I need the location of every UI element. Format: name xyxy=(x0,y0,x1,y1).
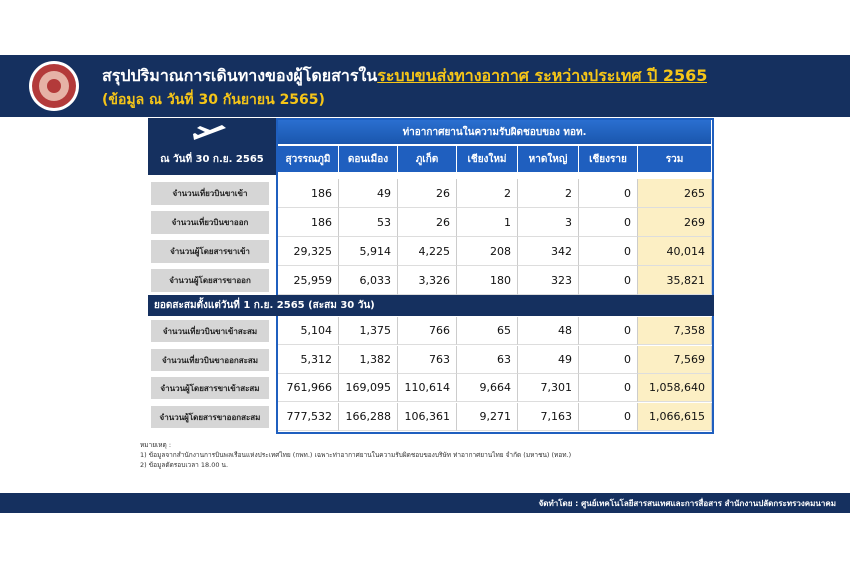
group-header: ท่าอากาศยานในความรับผิดชอบของ ทอท. xyxy=(278,120,712,144)
row-label: จำนวนผู้โดยสารขาออกสะสม xyxy=(151,406,269,428)
cell: 2 xyxy=(518,179,579,208)
row-label: จำนวนผู้โดยสารขาออก xyxy=(151,269,269,292)
cell: 48 xyxy=(518,317,579,345)
subtitle: (ข้อมูล ณ วันที่ 30 กันยายน 2565) xyxy=(102,92,325,108)
table-frame xyxy=(276,118,714,434)
column-header: เชียงราย xyxy=(579,146,638,172)
plane-icon xyxy=(193,125,226,140)
corner-label: ณ วันที่ 30 ก.ย. 2565 xyxy=(160,154,264,165)
cell: 0 xyxy=(579,179,638,208)
cell: 29,325 xyxy=(278,237,339,266)
cell: 53 xyxy=(339,208,398,237)
notes: หมายเหตุ : 1) ข้อมูลจากสำนักงานการบินพลเ… xyxy=(140,440,571,470)
column-header: ดอนเมือง xyxy=(339,146,398,172)
cell: 1,375 xyxy=(339,317,398,345)
cell: 0 xyxy=(579,403,638,431)
cell: 25,959 xyxy=(278,266,339,295)
cell: 323 xyxy=(518,266,579,295)
cell: 49 xyxy=(518,346,579,374)
cell: 35,821 xyxy=(638,266,712,295)
cell: 186 xyxy=(278,179,339,208)
cell: 5,312 xyxy=(278,346,339,374)
cell: 26 xyxy=(398,208,457,237)
cell: 269 xyxy=(638,208,712,237)
row-label: จำนวนเที่ยวบินขาเข้าสะสม xyxy=(151,320,269,342)
column-header: หาดใหญ่ xyxy=(518,146,579,172)
cell: 5,914 xyxy=(339,237,398,266)
cell: 763 xyxy=(398,346,457,374)
row-label: จำนวนผู้โดยสารขาเข้า xyxy=(151,240,269,263)
cell: 1 xyxy=(457,208,518,237)
column-header: ภูเก็ต xyxy=(398,146,457,172)
cell: 9,271 xyxy=(457,403,518,431)
cell: 6,033 xyxy=(339,266,398,295)
cell: 169,095 xyxy=(339,374,398,402)
cell: 0 xyxy=(579,346,638,374)
column-header: สุวรรณภูมิ xyxy=(278,146,339,172)
cell: 208 xyxy=(457,237,518,266)
note: 1) ข้อมูลจากสำนักงานการบินพลเรือนแห่งประ… xyxy=(140,451,572,459)
cell: 186 xyxy=(278,208,339,237)
section-header: ยอดสะสมตั้งแต่วันที่ 1 ก.ย. 2565 (สะสม 3… xyxy=(148,295,714,316)
column-header: เชียงใหม่ xyxy=(457,146,518,172)
notes-heading: หมายเหตุ : xyxy=(140,441,172,449)
cell: 342 xyxy=(518,237,579,266)
cell: 1,058,640 xyxy=(638,374,712,402)
cell: 7,358 xyxy=(638,317,712,345)
cell: 26 xyxy=(398,179,457,208)
cell: 5,104 xyxy=(278,317,339,345)
cell: 7,163 xyxy=(518,403,579,431)
note: 2) ข้อมูลตัดรอบเวลา 18.00 น. xyxy=(140,461,229,469)
cell: 3,326 xyxy=(398,266,457,295)
cell: 761,966 xyxy=(278,374,339,402)
header-band xyxy=(0,55,850,117)
cell: 777,532 xyxy=(278,403,339,431)
cell: 0 xyxy=(579,237,638,266)
cell: 4,225 xyxy=(398,237,457,266)
cell: 106,361 xyxy=(398,403,457,431)
title-part: ระบบขนส่งทางอากาศ ระหว่างประเทศ ปี 2565 xyxy=(377,66,708,85)
cell: 110,614 xyxy=(398,374,457,402)
cell: 9,664 xyxy=(457,374,518,402)
cell: 0 xyxy=(579,266,638,295)
title: สรุปปริมาณการเดินทางของผู้โดยสารในระบบขน… xyxy=(102,64,707,89)
title-part: สรุปปริมาณการเดินทางของผู้โดยสารใน xyxy=(102,66,378,85)
cell: 1,382 xyxy=(339,346,398,374)
cell: 265 xyxy=(638,179,712,208)
cell: 7,569 xyxy=(638,346,712,374)
cell: 7,301 xyxy=(518,374,579,402)
cell: 180 xyxy=(457,266,518,295)
cell: 49 xyxy=(339,179,398,208)
cell: 63 xyxy=(457,346,518,374)
cell: 766 xyxy=(398,317,457,345)
row-label: จำนวนเที่ยวบินขาเข้า xyxy=(151,182,269,205)
row-label: จำนวนผู้โดยสารขาเข้าสะสม xyxy=(151,377,269,399)
logo xyxy=(29,61,79,111)
cell: 0 xyxy=(579,374,638,402)
row-label: จำนวนเที่ยวบินขาออกสะสม xyxy=(151,349,269,371)
cell: 3 xyxy=(518,208,579,237)
row-label: จำนวนเที่ยวบินขาออก xyxy=(151,211,269,234)
cell: 0 xyxy=(579,208,638,237)
cell: 0 xyxy=(579,317,638,345)
corner-cell xyxy=(148,118,276,175)
column-header: รวม xyxy=(638,146,712,172)
cell: 2 xyxy=(457,179,518,208)
cell: 65 xyxy=(457,317,518,345)
cell: 40,014 xyxy=(638,237,712,266)
footer: จัดทำโดย : ศูนย์เทคโนโลยีสารสนเทศและการส… xyxy=(0,493,850,513)
cell: 1,066,615 xyxy=(638,403,712,431)
cell: 166,288 xyxy=(339,403,398,431)
